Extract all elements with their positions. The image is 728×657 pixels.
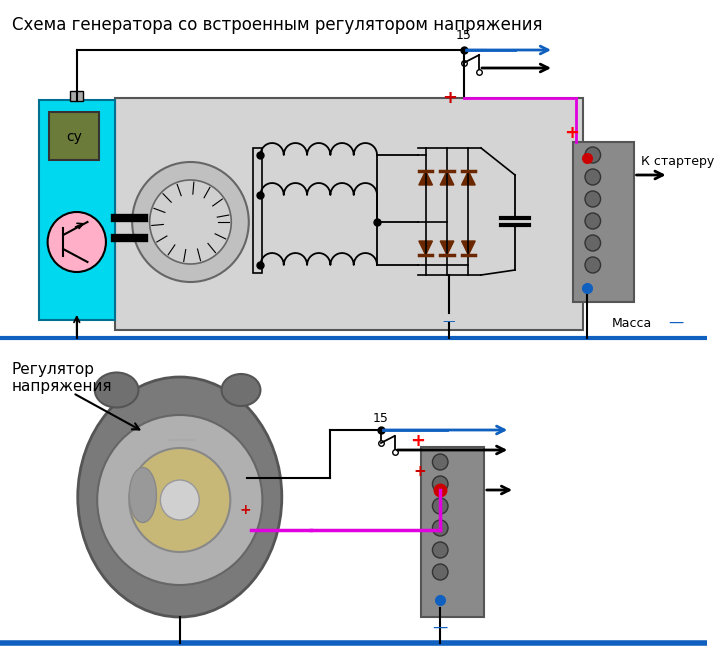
Circle shape: [432, 542, 448, 558]
Text: —: —: [668, 315, 683, 330]
Bar: [49, 112, 99, 160]
Ellipse shape: [95, 373, 138, 407]
Circle shape: [432, 564, 448, 580]
Bar: [253, 148, 262, 273]
Circle shape: [160, 480, 199, 520]
Polygon shape: [440, 241, 454, 255]
Circle shape: [130, 448, 230, 552]
Ellipse shape: [130, 468, 157, 522]
Circle shape: [585, 213, 601, 229]
Text: Масса: Масса: [612, 317, 652, 330]
Circle shape: [97, 415, 262, 585]
Circle shape: [150, 180, 232, 264]
Circle shape: [432, 454, 448, 470]
Circle shape: [132, 162, 249, 282]
Text: +: +: [442, 89, 456, 107]
Bar: [70, 91, 82, 101]
Text: +: +: [564, 124, 579, 142]
Circle shape: [432, 520, 448, 536]
Text: Схема генератора со встроенным регулятором напряжения: Схема генератора со встроенным регулятор…: [12, 16, 542, 34]
Text: +: +: [414, 464, 426, 480]
Polygon shape: [419, 171, 432, 185]
Polygon shape: [419, 241, 432, 255]
Bar: [115, 98, 583, 330]
Text: +: +: [239, 503, 250, 517]
Text: 15: 15: [456, 29, 472, 42]
Text: Регулятор
напряжения: Регулятор напряжения: [12, 362, 112, 394]
Circle shape: [432, 476, 448, 492]
Circle shape: [47, 212, 106, 272]
Bar: [421, 447, 484, 617]
Text: —: —: [432, 620, 448, 635]
Text: К стартеру: К стартеру: [641, 155, 715, 168]
Polygon shape: [462, 241, 475, 255]
Ellipse shape: [78, 377, 282, 617]
Circle shape: [585, 235, 601, 251]
Text: 15: 15: [373, 412, 389, 425]
Circle shape: [432, 498, 448, 514]
Circle shape: [585, 169, 601, 185]
Circle shape: [585, 147, 601, 163]
Polygon shape: [440, 171, 454, 185]
Circle shape: [585, 191, 601, 207]
Circle shape: [585, 257, 601, 273]
Text: —: —: [443, 315, 455, 328]
Text: су: су: [66, 130, 82, 144]
Bar: [39, 100, 115, 320]
Polygon shape: [462, 171, 475, 185]
Ellipse shape: [221, 374, 261, 406]
Text: +: +: [411, 432, 425, 450]
Bar: [574, 142, 633, 302]
